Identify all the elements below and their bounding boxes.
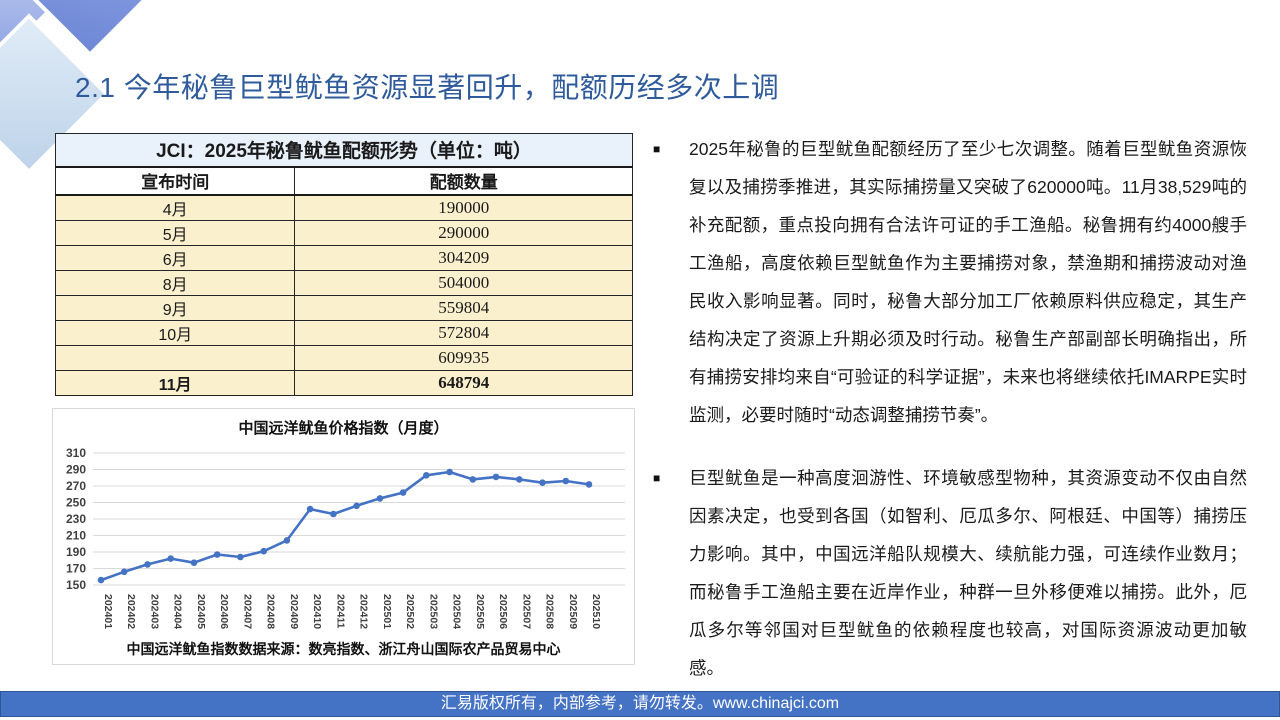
cell-time: 11月 <box>54 369 296 396</box>
bullet-item: ■ 2025年秘鲁的巨型鱿鱼配额经历了至少七次调整。随着巨型鱿鱼资源恢复以及捕捞季… <box>653 130 1247 434</box>
svg-text:202509: 202509 <box>567 594 579 629</box>
bullet-square-icon: ■ <box>653 142 661 156</box>
svg-text:202505: 202505 <box>474 594 486 629</box>
price-index-chart: 中国远洋鱿鱼价格指数（月度） 150 170 190 210 230 250 270 290 3… <box>52 408 635 665</box>
bullet-square-icon: ■ <box>653 471 661 485</box>
svg-text:190: 190 <box>66 545 86 559</box>
cell-time: 9月 <box>54 294 296 321</box>
table-row: 8月 504000 <box>54 269 633 296</box>
svg-text:290: 290 <box>66 463 86 477</box>
cell-quota: 572804 <box>294 319 633 346</box>
svg-text:250: 250 <box>66 496 86 510</box>
svg-text:202406: 202406 <box>218 594 230 629</box>
cell-time: 6月 <box>54 244 296 271</box>
svg-text:210: 210 <box>66 529 86 543</box>
table-row: 9月 559804 <box>54 294 633 321</box>
cell-time <box>54 344 296 371</box>
svg-text:230: 230 <box>66 512 86 526</box>
cell-time: 10月 <box>54 319 296 346</box>
svg-text:202504: 202504 <box>451 594 463 629</box>
svg-text:202405: 202405 <box>195 594 207 629</box>
bullet-text: 2025年秘鲁的巨型鱿鱼配额经历了至少七次调整。随着巨型鱿鱼资源恢复以及捕捞季推… <box>689 139 1247 425</box>
cell-quota: 304209 <box>294 244 633 271</box>
bullet-item: ■ 巨型鱿鱼是一种高度洄游性、环境敏感型物种，其资源变动不仅由自然因素决定，也受到… <box>653 459 1247 687</box>
svg-text:270: 270 <box>66 479 86 493</box>
table-row: 10月 572804 <box>54 319 633 346</box>
table-row: 11月 648794 <box>54 369 633 396</box>
svg-text:202403: 202403 <box>149 594 161 629</box>
svg-text:202410: 202410 <box>311 594 323 629</box>
svg-text:202407: 202407 <box>241 594 253 629</box>
svg-text:202408: 202408 <box>265 594 277 629</box>
bullet-list: ■ 2025年秘鲁的巨型鱿鱼配额经历了至少七次调整。随着巨型鱿鱼资源恢复以及捕捞季… <box>653 130 1247 712</box>
table-col-quota: 配额数量 <box>294 166 633 196</box>
svg-text:202507: 202507 <box>520 594 532 629</box>
cell-quota: 648794 <box>294 369 633 396</box>
svg-text:202401: 202401 <box>102 594 114 629</box>
svg-text:202411: 202411 <box>334 594 346 629</box>
cell-quota: 290000 <box>294 219 633 246</box>
chart-title: 中国远洋鱿鱼价格指数（月度） <box>238 420 449 437</box>
bullet-text: 巨型鱿鱼是一种高度洄游性、环境敏感型物种，其资源变动不仅由自然因素决定，也受到各… <box>689 468 1247 678</box>
cell-quota: 190000 <box>294 194 633 221</box>
cell-quota: 559804 <box>294 294 633 321</box>
svg-text:202506: 202506 <box>497 594 509 629</box>
svg-text:202502: 202502 <box>404 594 416 629</box>
quota-table: JCI：2025年秘鲁鱿鱼配额形势（单位：吨） 宣布时间 配额数量 4月 1900… <box>54 133 633 396</box>
cell-time: 5月 <box>54 219 296 246</box>
svg-text:202404: 202404 <box>172 594 184 629</box>
footer-bar: 汇易版权所有，内部参考，请勿转发。www.chinajci.com <box>0 691 1280 717</box>
cell-quota: 504000 <box>294 269 633 296</box>
cell-time: 8月 <box>54 269 296 296</box>
svg-text:202412: 202412 <box>358 594 370 629</box>
table-row: 4月 190000 <box>54 194 633 221</box>
page-title: 2.1 今年秘鲁巨型鱿鱼资源显著回升，配额历经多次上调 <box>75 72 780 103</box>
table-row: 6月 304209 <box>54 244 633 271</box>
table-row: 609935 <box>54 344 633 371</box>
cell-time: 4月 <box>54 194 296 221</box>
svg-text:170: 170 <box>66 562 86 576</box>
svg-text:310: 310 <box>66 446 86 460</box>
line-chart: 150 170 190 210 230 250 270 290 310 202401 202402 2… <box>66 446 625 629</box>
table-row: 5月 290000 <box>54 219 633 246</box>
svg-text:202402: 202402 <box>125 594 137 629</box>
footer-text: 汇易版权所有，内部参考，请勿转发。www.chinajci.com <box>440 695 840 712</box>
svg-text:150: 150 <box>66 578 86 592</box>
svg-text:202409: 202409 <box>288 594 300 629</box>
svg-text:202508: 202508 <box>544 594 556 629</box>
svg-text:202510: 202510 <box>590 594 602 629</box>
table-title: JCI：2025年秘鲁鱿鱼配额形势（单位：吨） <box>55 133 633 168</box>
svg-text:202503: 202503 <box>427 594 439 629</box>
cell-quota: 609935 <box>294 344 633 371</box>
svg-text:202501: 202501 <box>381 594 393 629</box>
chart-source-note: 中国远洋鱿鱼指数数据来源：数亮指数、浙江舟山国际农产品贸易中心 <box>126 641 561 657</box>
table-col-time: 宣布时间 <box>54 166 296 196</box>
